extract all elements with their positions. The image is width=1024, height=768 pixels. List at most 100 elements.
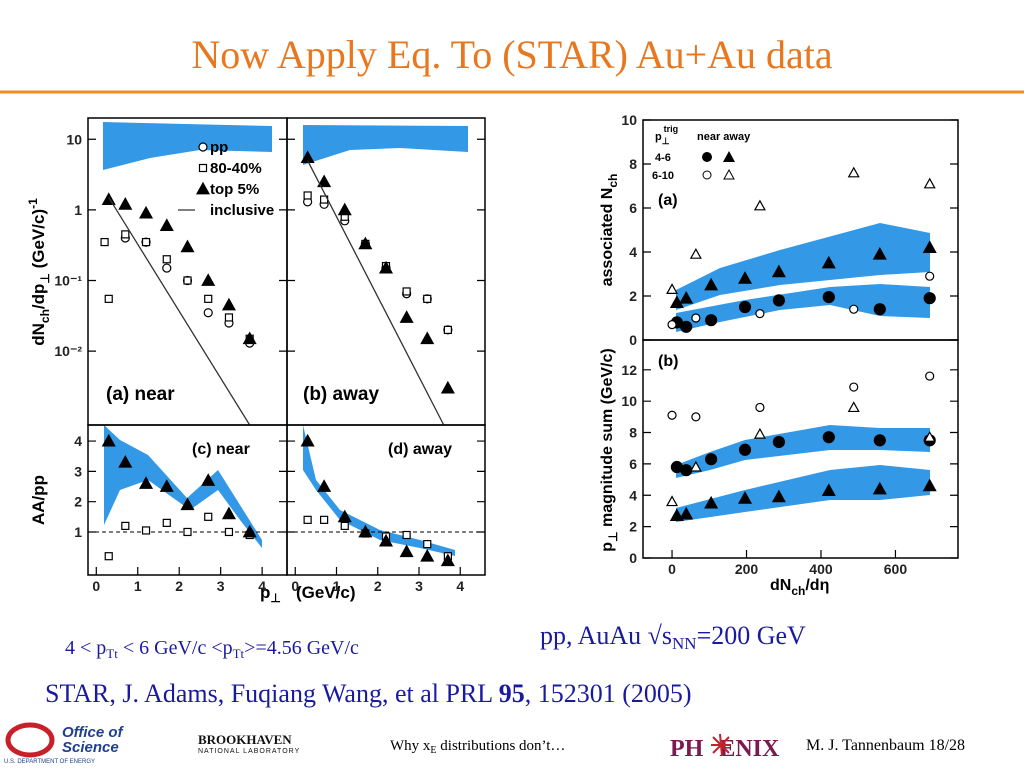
marker [337,202,352,216]
marker [705,453,718,466]
marker [162,518,171,527]
y-tick-label: 6 [629,200,637,216]
marker [923,292,936,305]
marker [847,401,860,413]
marker [753,427,766,439]
line [307,160,445,426]
marker [121,230,130,239]
marker [221,506,236,520]
y-tick-label: 10⁻¹ [54,273,82,289]
marker [821,255,836,269]
x-tick-label: 2 [374,578,382,594]
marker [822,431,835,444]
marker [680,320,693,333]
panel-label: (c) near [192,441,250,458]
marker [669,295,684,308]
legend-marker [702,152,712,162]
marker [925,271,935,281]
marker [159,218,174,231]
logo-text: Office of [62,724,125,741]
marker [738,300,752,314]
marker [139,205,154,219]
marker [402,287,411,296]
band [676,425,930,478]
marker [755,402,765,413]
marker [204,294,213,303]
logo [711,733,731,757]
panel-label: (d) away [388,441,452,458]
logo-text: U.S. DEPARTMENT OF ENERGY [4,759,95,765]
y-tick-label: 2 [74,494,82,510]
y-tick-label: 4 [74,433,82,449]
x-tick-label: 4 [258,578,266,594]
legend-marker [723,151,735,162]
x-tick-label: 0 [92,578,100,594]
marker [679,506,694,520]
logo-text: PH ENIX [670,736,780,762]
band [303,425,455,556]
panel-label: (b) [658,353,678,370]
y-tick-label: 4 [629,244,637,260]
marker [423,539,432,549]
marker [423,294,432,303]
y-tick-label: 1 [74,524,82,540]
marker [873,303,886,316]
legend-label: 80-40% [210,160,262,177]
logo-text: Science [62,739,119,756]
y-tick-label: 12 [621,362,637,378]
marker [922,240,937,253]
marker [738,491,753,504]
legend-marker [702,170,712,180]
y-tick-label: 2 [629,288,637,304]
legend-header: near away [697,131,751,143]
marker [704,495,719,509]
marker [340,521,349,531]
marker [679,290,694,304]
marker [680,464,693,477]
marker [378,260,394,274]
marker [849,304,859,314]
marker [118,197,133,210]
legend-marker [723,168,735,180]
logo-text: NATIONAL LABORATORY [198,748,300,755]
plot-frame [286,424,486,576]
band [303,125,468,165]
x-axis-title: p⊥ [260,583,281,605]
marker [100,237,109,247]
legend-row: 4-6 [655,152,671,164]
marker [420,331,435,345]
x-tick-label: 1 [333,578,341,594]
band [676,465,930,522]
marker [378,533,394,547]
marker [771,489,786,503]
x-tick-label: 3 [217,578,225,594]
x-tick-label: 600 [884,561,908,577]
y-axis-title: associated Nch [599,174,620,287]
marker [303,191,312,200]
marker [203,308,213,318]
y-axis-title: dNch/dp⊥ (GeV/c)-1 [26,198,52,346]
talk-title: Why xE distributions don’t… [390,738,565,756]
marker [159,479,174,492]
y-tick-label: 8 [629,425,637,441]
y-tick-label: 8 [629,156,637,172]
x-tick-label: 3 [415,578,423,594]
y-tick-label: 10 [66,131,82,147]
marker [666,495,679,507]
y-axis-title: AA/pp [29,475,48,525]
marker [224,313,234,322]
marker [923,431,936,442]
marker [925,371,935,381]
y-tick-label: 0 [629,332,637,348]
y-tick-label: 4 [629,487,637,503]
condition: 4 < pTt < 6 GeV/c <pTt>=4.56 GeV/c [65,637,359,661]
marker [221,297,236,311]
marker [242,331,257,345]
band [676,223,930,310]
marker [923,177,936,189]
marker [440,553,455,567]
marker [691,313,701,323]
x-tick-label: 2 [175,578,183,594]
logo [5,722,55,758]
